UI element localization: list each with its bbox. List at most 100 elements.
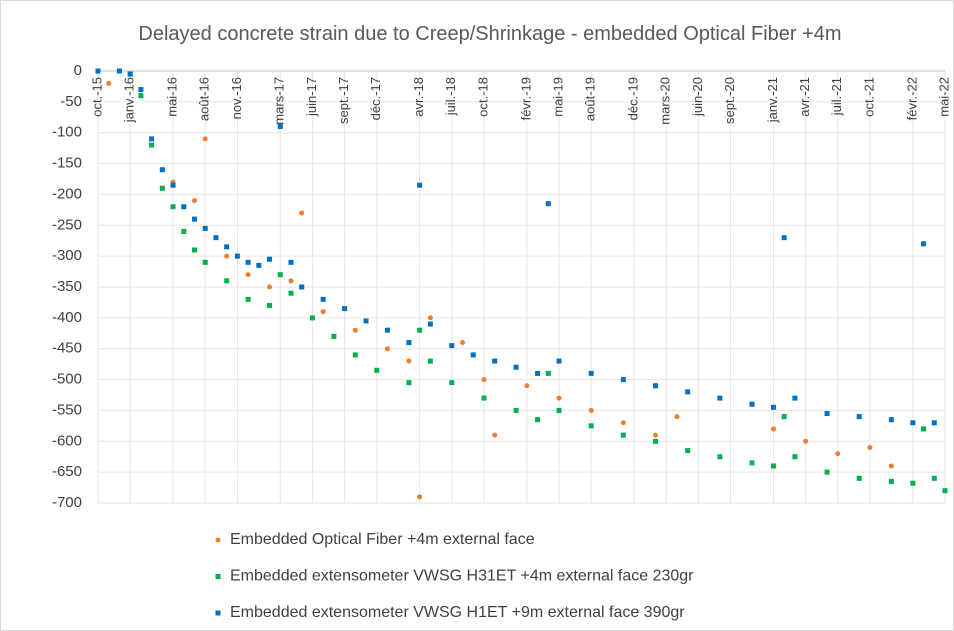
x-tick-label: avr.-21 <box>797 77 812 117</box>
y-tick-label: -250 <box>52 216 82 233</box>
point <box>277 124 283 130</box>
point <box>717 454 723 460</box>
point <box>245 272 251 278</box>
x-tick-label: avr.-18 <box>411 77 426 117</box>
point <box>299 210 305 216</box>
point <box>181 228 187 234</box>
y-tick-label: -100 <box>52 124 82 141</box>
series <box>95 68 948 494</box>
point <box>202 225 208 231</box>
x-tick-label: sept.-17 <box>336 77 351 124</box>
point <box>170 204 176 210</box>
point <box>116 68 122 74</box>
point <box>406 340 412 346</box>
point <box>588 423 594 429</box>
point <box>202 136 208 142</box>
point <box>910 420 916 426</box>
point <box>792 454 798 460</box>
point <box>449 343 455 349</box>
point <box>449 380 455 386</box>
point <box>921 241 927 247</box>
x-tick-label: sept.-20 <box>722 77 737 124</box>
point <box>674 414 680 420</box>
point <box>191 216 197 222</box>
point <box>267 303 273 309</box>
x-tick-label: juin-17 <box>304 77 319 117</box>
point <box>320 296 326 302</box>
point <box>888 478 894 484</box>
point <box>910 480 916 486</box>
legend-label: Embedded extensometer VWSG H1ET +9m exte… <box>230 604 685 621</box>
chart-title: Delayed concrete strain due to Creep/Shr… <box>138 23 842 45</box>
x-tick-label: mai-16 <box>164 77 179 117</box>
point <box>653 383 659 389</box>
point <box>288 259 294 265</box>
legend-label: Embedded Optical Fiber +4m external face <box>230 531 535 548</box>
point <box>309 315 315 321</box>
point <box>620 420 626 426</box>
point <box>427 315 433 321</box>
point <box>867 444 873 450</box>
point <box>288 278 294 284</box>
point <box>202 259 208 265</box>
point <box>427 358 433 364</box>
y-tick-label: -50 <box>60 93 82 110</box>
x-tick-label: juil.-18 <box>443 77 458 116</box>
y-tick-label: -450 <box>52 340 82 357</box>
point <box>159 167 165 173</box>
y-tick-label: -300 <box>52 247 82 264</box>
point <box>127 71 133 77</box>
legend-marker <box>215 574 221 579</box>
point <box>685 448 691 454</box>
y-tick-label: -500 <box>52 371 82 388</box>
point <box>320 309 326 315</box>
x-tick-label: mars-17 <box>272 77 287 125</box>
point <box>384 346 390 352</box>
legend-marker <box>215 537 221 543</box>
y-tick-label: -200 <box>52 185 82 202</box>
y-tick-label: -700 <box>52 494 82 511</box>
point <box>352 327 358 333</box>
x-tick-label: mars-20 <box>658 77 673 125</box>
point <box>588 370 594 376</box>
point <box>481 395 487 401</box>
x-tick-label: août-19 <box>583 77 598 121</box>
y-tick-label: -600 <box>52 432 82 449</box>
point <box>588 407 594 413</box>
point <box>481 377 487 383</box>
point <box>856 414 862 420</box>
point <box>331 333 337 339</box>
point <box>460 340 466 346</box>
point <box>138 93 144 99</box>
y-tick-label: 0 <box>74 62 82 79</box>
legend-label: Embedded extensometer VWSG H31ET +4m ext… <box>230 568 694 585</box>
point <box>406 358 412 364</box>
point <box>653 432 659 438</box>
point <box>792 395 798 401</box>
point <box>406 380 412 386</box>
point <box>191 247 197 253</box>
x-tick-label: févr.-19 <box>518 77 533 120</box>
x-tick-label: juil.-21 <box>829 77 844 116</box>
point <box>803 438 809 444</box>
point <box>224 244 230 250</box>
point <box>267 256 273 262</box>
point <box>513 364 519 370</box>
point <box>524 383 530 389</box>
point <box>470 352 476 358</box>
point <box>417 494 423 500</box>
point <box>556 407 562 413</box>
point <box>931 475 937 481</box>
point <box>224 253 230 259</box>
point <box>234 253 240 259</box>
point <box>374 367 380 373</box>
point <box>256 262 262 268</box>
point <box>888 417 894 423</box>
point <box>513 407 519 413</box>
point <box>556 395 562 401</box>
y-tick-label: -350 <box>52 278 82 295</box>
x-tick-label: mai-22 <box>936 77 951 117</box>
